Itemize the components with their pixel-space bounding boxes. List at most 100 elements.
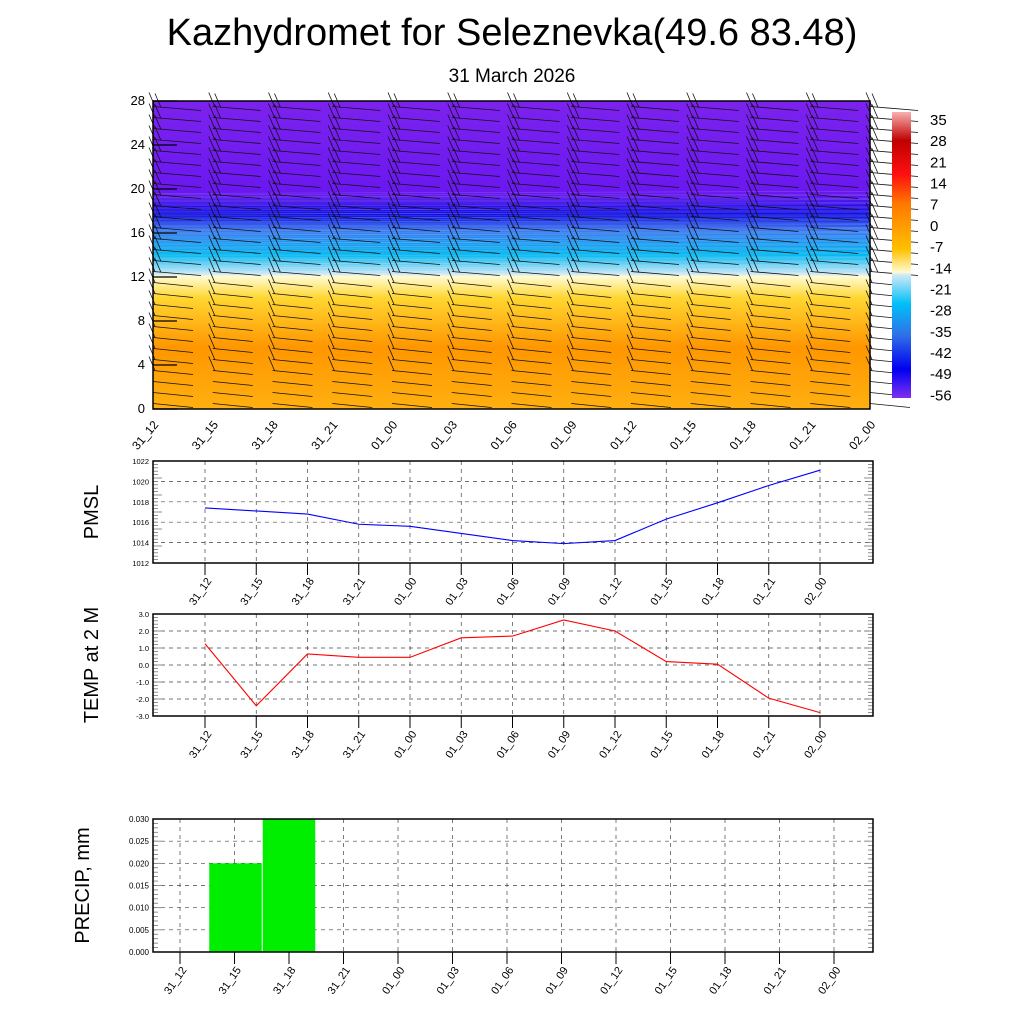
wind-barb-shaft: [571, 392, 612, 397]
x-tick-label: 31_21: [341, 729, 368, 761]
wind-barb-shaft: [630, 392, 672, 397]
isotherm-line: [152, 224, 871, 228]
wind-barb: [268, 290, 313, 309]
wind-barb-flag: [387, 180, 395, 195]
x-tick-label: 01_06: [488, 418, 520, 453]
wind-barb: [746, 356, 791, 375]
wind-barb-shaft: [750, 348, 791, 353]
wind-barb-flag: [507, 114, 514, 129]
y-tick-label: 24: [131, 137, 145, 152]
wind-barb-shaft: [212, 348, 253, 353]
wind-barb-flag: [507, 334, 514, 349]
x-tick-label: 01_15: [667, 418, 699, 453]
wind-barb-flag: [327, 235, 335, 250]
colorbar-label: -42: [930, 345, 952, 362]
wind-barb-flag: [447, 202, 455, 217]
wind-barb-flag: [148, 92, 156, 107]
wind-barb-flag: [268, 246, 275, 261]
wind-barb-flag: [746, 180, 753, 195]
wind-barb-shaft: [391, 370, 433, 375]
wind-barb-flag: [387, 191, 395, 206]
wind-barb-flag: [566, 147, 574, 162]
wind-barb-flag: [268, 191, 275, 206]
wind-barb-flag: [327, 180, 335, 195]
plot-frame: [152, 100, 871, 410]
wind-barb-flag: [686, 246, 694, 261]
wind-barb-flag: [327, 356, 335, 371]
wind-barb-flag: [805, 290, 813, 305]
y-tick-label: 1016: [132, 518, 149, 527]
wind-barb-flag: [865, 103, 873, 118]
wind-barb-shaft: [451, 359, 492, 364]
wind-barb-flag: [148, 136, 156, 151]
wind-barb-flag: [148, 224, 156, 239]
wind-barb-flag: [871, 93, 879, 108]
wind-barb-shaft: [750, 403, 791, 408]
wind-barb-flag: [327, 246, 335, 261]
wind-barb-flag: [805, 312, 813, 327]
wind-barb-shaft: [750, 381, 791, 386]
wind-barb-flag: [805, 246, 813, 261]
wind-barb-flag: [865, 268, 873, 283]
wind-barb-flag: [507, 345, 514, 360]
wind-barb-shaft: [391, 381, 433, 386]
colorbar-label: -14: [930, 260, 952, 277]
wind-barb-shaft: [451, 392, 492, 397]
y-tick-label: 3.0: [139, 610, 149, 619]
wind-barb: [447, 279, 492, 298]
wind-barb-shaft: [750, 370, 791, 375]
wind-barb: [387, 334, 433, 353]
wind-barb-flag: [566, 169, 574, 184]
wind-barb-flag: [805, 180, 813, 195]
y-tick-label: 8: [138, 313, 145, 328]
wind-barb-flag: [148, 290, 156, 305]
wind-barb-flag: [865, 169, 873, 184]
wind-barb: [148, 301, 194, 320]
wind-barb-flag: [447, 213, 455, 228]
pmsl-panel: 1012 1014 1016 1018 1020 1022 31_12 31_15 31_18 3…: [81, 457, 874, 608]
wind-barb-flag: [208, 224, 216, 239]
wind-barb-shaft: [272, 315, 313, 320]
wind-barb: [208, 334, 253, 353]
wind-barb: [686, 290, 731, 309]
wind-barb-shaft: [511, 293, 552, 298]
wind-barb: [746, 268, 791, 287]
wind-barb-flag: [327, 257, 335, 272]
colorbar-label: 28: [930, 133, 947, 150]
wind-barb-flag: [507, 290, 514, 305]
wind-barb: [447, 290, 492, 309]
wind-barb-flag: [208, 290, 216, 305]
wind-barb-flag: [447, 136, 455, 151]
wind-barb: [272, 381, 313, 386]
wind-barb-shaft: [571, 348, 612, 353]
wind-barb-flag: [686, 334, 694, 349]
wind-barb-shaft: [511, 337, 552, 342]
wind-barb-shaft: [332, 282, 373, 287]
wind-barb-flag: [746, 125, 753, 140]
wind-barb-flag: [387, 268, 395, 283]
wind-barb-flag: [268, 158, 275, 173]
y-tick-label: 0.0: [139, 661, 149, 670]
wind-barb-shaft: [212, 326, 253, 331]
x-tick-label: 01_15: [653, 965, 680, 997]
wind-barb-shaft: [332, 359, 373, 364]
wind-barb-flag: [566, 92, 574, 107]
wind-barb: [686, 334, 731, 353]
wind-barb-flag: [626, 114, 634, 129]
wind-barb: [208, 279, 253, 298]
wind-barb-flag: [447, 301, 455, 316]
x-tick-label: 01_21: [762, 965, 789, 997]
wind-barb: [152, 392, 194, 397]
wind-barb: [690, 381, 731, 386]
x-tick-label: 01_12: [607, 418, 639, 453]
wind-barb-flag: [865, 334, 873, 349]
wind-barb-flag: [626, 92, 634, 107]
wind-barb: [387, 323, 433, 342]
wind-barb-shaft: [332, 392, 373, 397]
wind-barb: [212, 392, 253, 397]
wind-barb-flag: [208, 147, 216, 162]
wind-barb-shaft: [810, 304, 851, 309]
wind-barb-flag: [208, 92, 216, 107]
wind-barb: [686, 279, 731, 298]
